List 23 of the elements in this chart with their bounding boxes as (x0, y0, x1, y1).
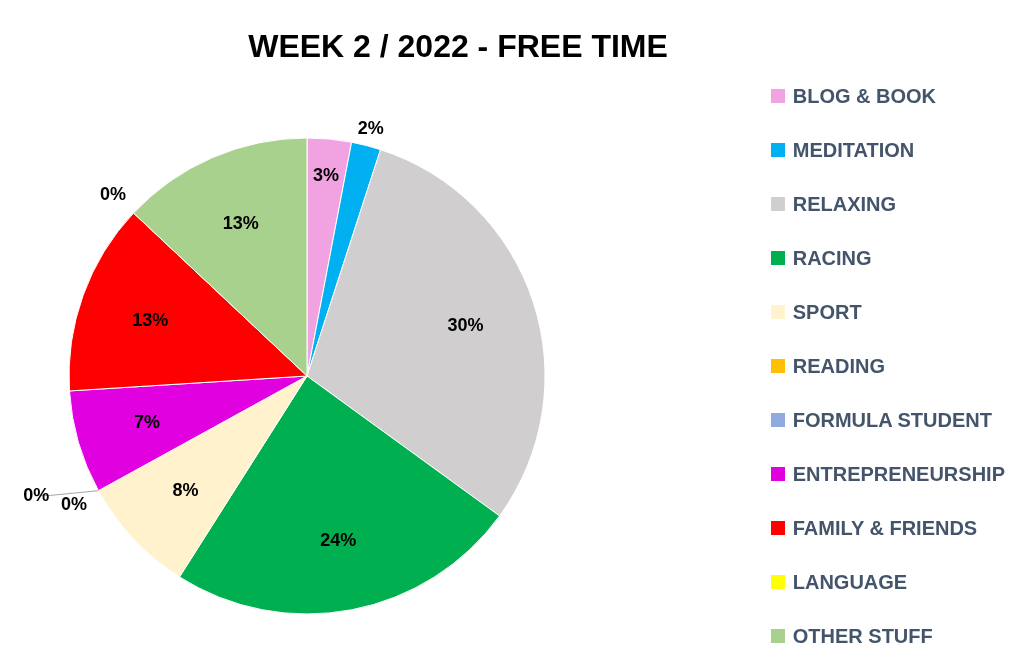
legend-label: READING (792, 354, 885, 379)
text: 0% (60, 494, 87, 515)
legend-label: LANGUAGE (792, 570, 908, 595)
data-label: 13% (222, 213, 259, 234)
data-label: 13% (132, 309, 169, 330)
legend-label: MEDITATION (792, 138, 915, 163)
legend-label: ENTREPRENEURSHIP (792, 462, 1005, 487)
data-label: 8% (172, 480, 199, 501)
chart-title: WEEK 2 / 2022 - FREE TIME (248, 28, 668, 64)
legend-label: FORMULA STUDENT (792, 408, 992, 433)
data-label: 3% (313, 164, 340, 185)
legend-label: RELAXING (792, 192, 897, 217)
legend-label: FAMILY & FRIENDS (792, 516, 978, 541)
text: 0% (100, 183, 127, 204)
legend-label: OTHER STUFF (792, 624, 933, 649)
text: 0% (23, 485, 50, 506)
data-label: 7% (134, 412, 161, 433)
legend-label: RACING (792, 246, 872, 271)
data-label: 30% (447, 314, 484, 335)
legend-label: BLOG & BOOK (792, 84, 937, 109)
legend-label: SPORT (792, 300, 862, 325)
data-label: 2% (357, 118, 384, 139)
data-label: 24% (320, 529, 357, 550)
